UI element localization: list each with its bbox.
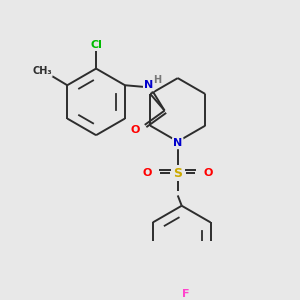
Text: Cl: Cl <box>90 40 102 50</box>
Text: O: O <box>203 168 213 178</box>
Text: S: S <box>173 167 182 180</box>
Text: O: O <box>143 168 152 178</box>
Text: O: O <box>130 124 140 135</box>
Text: CH₃: CH₃ <box>32 66 52 76</box>
Text: N: N <box>144 80 153 90</box>
Text: N: N <box>173 138 182 148</box>
Text: H: H <box>153 76 161 85</box>
Text: F: F <box>182 289 189 299</box>
